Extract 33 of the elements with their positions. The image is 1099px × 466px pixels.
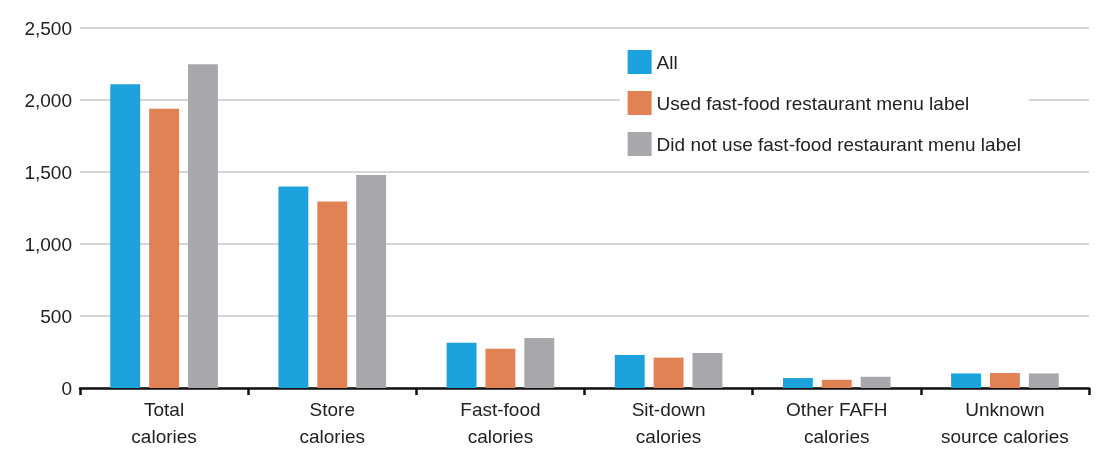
y-tick-label: 2,500	[24, 17, 72, 39]
x-tick-label: Unknown source calories	[941, 399, 1069, 447]
bar	[1028, 373, 1059, 388]
bar	[446, 342, 477, 388]
bar	[692, 353, 723, 388]
bar	[149, 108, 180, 388]
bar	[485, 348, 516, 388]
bar	[317, 201, 348, 388]
bar	[782, 378, 813, 388]
bar	[821, 379, 852, 388]
x-tick-label: Fast-food calories	[460, 399, 541, 447]
bar	[860, 376, 891, 388]
legend-label: Used fast-food restaurant menu label	[656, 92, 970, 114]
legend-label: Did not use fast-food restaurant menu label	[656, 133, 1022, 155]
y-tick-label: 1,000	[24, 233, 72, 255]
bar	[989, 373, 1020, 388]
y-tick-label: 0	[61, 377, 72, 399]
x-tick-label: Sit-down calories	[631, 399, 706, 447]
bar	[278, 186, 309, 388]
bar	[951, 373, 981, 388]
bar	[356, 174, 387, 388]
y-tick-label: 1,500	[24, 161, 72, 183]
y-tick-label: 500	[40, 305, 72, 327]
y-tick-label: 2,000	[24, 89, 72, 111]
bar	[524, 338, 555, 388]
legend-label: All	[656, 51, 678, 73]
bar	[188, 64, 218, 388]
bar	[653, 357, 684, 388]
x-tick-label: Total calories	[131, 399, 197, 447]
x-tick-label: Store calories	[299, 399, 365, 447]
x-tick-label: Other FAFH calories	[786, 399, 888, 447]
bar	[614, 355, 645, 388]
bar	[110, 84, 141, 388]
